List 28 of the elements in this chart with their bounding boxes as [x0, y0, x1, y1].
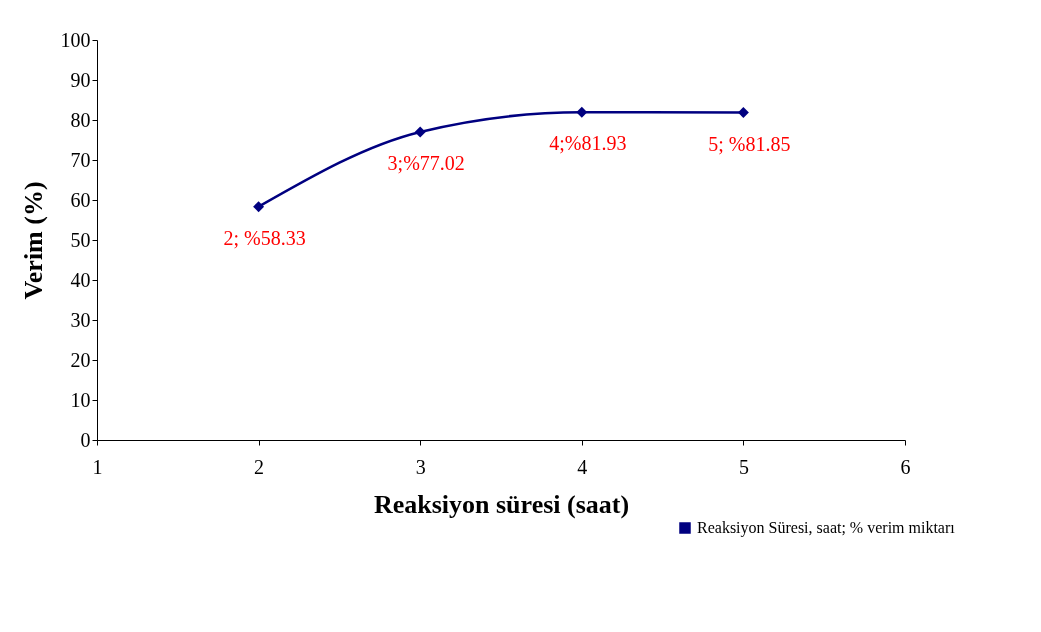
- data-label: 4;%81.93: [549, 132, 627, 155]
- y-tick-label: 100: [60, 28, 91, 51]
- y-tick-label: 80: [70, 108, 91, 131]
- point: [414, 126, 426, 138]
- legend-label: Reaksiyon Süresi, saat; % verim miktarı: [697, 519, 956, 537]
- x-tick-label: 5: [738, 455, 749, 478]
- y-axis-title: Verim (%): [18, 181, 48, 300]
- point: [737, 107, 749, 119]
- x-tick-label: 3: [415, 455, 426, 478]
- x-tick-label: 1: [92, 455, 103, 478]
- data-label: 2; %58.33: [223, 226, 306, 249]
- y-tick-label: 90: [70, 68, 91, 91]
- point: [253, 201, 265, 213]
- x-tick-label: 2: [254, 455, 265, 478]
- y-tick-label: 20: [70, 348, 91, 371]
- y-tick-label: 10: [70, 388, 91, 411]
- y-tick-label: 60: [70, 188, 91, 211]
- y-tick-label: 40: [70, 268, 91, 291]
- y-tick-label: 50: [70, 228, 91, 251]
- x-axis-title: Reaksiyon süresi (saat): [373, 489, 630, 519]
- x-tick-label: 4: [577, 455, 588, 478]
- x-tick-label: 6: [900, 455, 911, 478]
- data-label: 5; %81.85: [708, 132, 791, 155]
- point: [576, 106, 588, 118]
- data-label: 3;%77.02: [387, 151, 465, 174]
- y-tick-label: 70: [70, 148, 91, 171]
- y-tick-label: 0: [80, 428, 91, 451]
- y-tick-label: 30: [70, 308, 91, 331]
